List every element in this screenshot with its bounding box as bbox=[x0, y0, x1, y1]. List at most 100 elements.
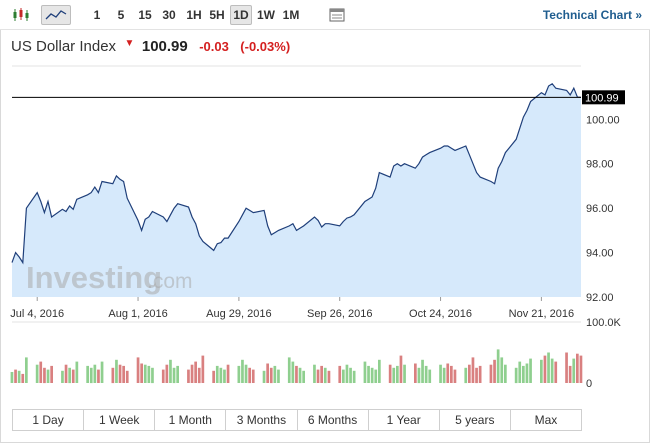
volume-bar bbox=[201, 355, 205, 383]
volume-bar bbox=[403, 364, 406, 383]
range-5-years[interactable]: 5 years bbox=[440, 410, 511, 430]
volume-bar bbox=[122, 365, 125, 383]
volume-bar bbox=[500, 357, 504, 383]
range-1-week[interactable]: 1 Week bbox=[84, 410, 156, 430]
x-tick-label: Aug 29, 2016 bbox=[206, 308, 271, 320]
volume-bar bbox=[140, 363, 143, 383]
volume-bar bbox=[414, 363, 417, 383]
volume-bar bbox=[323, 367, 327, 384]
volume-bar bbox=[219, 367, 223, 384]
interval-30[interactable]: 30 bbox=[162, 8, 176, 22]
volume-bar bbox=[446, 363, 450, 383]
volume-bar bbox=[421, 359, 424, 383]
volume-bar bbox=[50, 365, 53, 383]
volume-tick-label: 0 bbox=[586, 378, 592, 390]
volume-bar bbox=[313, 364, 316, 383]
interval-1d[interactable]: 1D bbox=[230, 5, 252, 25]
interval-1h[interactable]: 1H bbox=[186, 8, 202, 22]
volume-bar bbox=[417, 367, 421, 384]
range-1-day[interactable]: 1 Day bbox=[13, 410, 85, 430]
volume-bar bbox=[496, 349, 500, 383]
price-chart[interactable]: Investing .com 100.99 100.00 98.00 96.00 94… bbox=[0, 60, 650, 405]
range-1-year[interactable]: 1 Year bbox=[369, 410, 440, 430]
volume-bar bbox=[464, 367, 468, 384]
volume-bar bbox=[64, 364, 68, 383]
volume-bar bbox=[345, 364, 349, 383]
volume-bar bbox=[93, 364, 97, 383]
instrument-name: US Dollar Index bbox=[11, 38, 117, 55]
y-tick-label: 96.00 bbox=[586, 203, 614, 215]
volume-bar bbox=[518, 361, 522, 383]
volume-bar bbox=[10, 372, 14, 383]
volume-bar bbox=[287, 357, 291, 383]
volume-bar bbox=[89, 367, 93, 384]
current-price-flag bbox=[582, 90, 625, 105]
volume-bar bbox=[100, 361, 104, 383]
volume-bar bbox=[565, 352, 568, 383]
volume-bar bbox=[489, 364, 493, 383]
volume-bar bbox=[172, 367, 176, 384]
interval-5[interactable]: 5 bbox=[117, 8, 125, 22]
range-3-months[interactable]: 3 Months bbox=[226, 410, 298, 430]
table-icon[interactable] bbox=[326, 5, 348, 25]
interval-1w[interactable]: 1W bbox=[257, 8, 275, 22]
technical-chart-link[interactable]: Technical Chart » bbox=[542, 8, 642, 22]
volume-bar bbox=[86, 365, 89, 383]
area-chart-icon[interactable] bbox=[41, 5, 71, 25]
range-6-months[interactable]: 6 Months bbox=[298, 410, 369, 430]
price-area bbox=[12, 83, 581, 297]
volume-bar bbox=[568, 365, 572, 383]
x-tick-label: Oct 24, 2016 bbox=[409, 308, 472, 320]
interval-1m[interactable]: 1M bbox=[282, 8, 300, 22]
range-1-month[interactable]: 1 Month bbox=[155, 410, 227, 430]
volume-bar bbox=[471, 357, 475, 383]
interval-5h[interactable]: 5H bbox=[209, 8, 225, 22]
watermark: Investing .com bbox=[26, 260, 193, 295]
volume-bar bbox=[543, 355, 547, 383]
volume-bar bbox=[43, 367, 46, 384]
volume-bar bbox=[273, 365, 277, 383]
volume-bar bbox=[161, 369, 165, 383]
volume-bar bbox=[453, 369, 457, 383]
volume-bar bbox=[215, 365, 219, 383]
volume-bar bbox=[342, 369, 345, 383]
volume-bar bbox=[478, 365, 482, 383]
volume-bar bbox=[266, 363, 269, 383]
volume-bar bbox=[248, 367, 251, 384]
volume-bar bbox=[540, 359, 543, 383]
volume-bar bbox=[529, 358, 532, 383]
volume-bar bbox=[547, 352, 550, 383]
range-max[interactable]: Max bbox=[534, 413, 558, 427]
volume-bar bbox=[147, 365, 151, 383]
volume-bar bbox=[554, 361, 558, 383]
volume-bar bbox=[295, 365, 298, 383]
current-price-label: 100.99 bbox=[585, 92, 619, 104]
volume-tick-label: 100.0K bbox=[586, 317, 622, 329]
volume-bar bbox=[197, 367, 201, 384]
volume-bar bbox=[61, 370, 64, 383]
volume-bar bbox=[212, 370, 215, 383]
volume-bar bbox=[298, 367, 302, 384]
volume-bar bbox=[392, 367, 396, 384]
volume-bar bbox=[25, 357, 28, 383]
volume-bar bbox=[493, 359, 496, 383]
volume-bar bbox=[367, 365, 370, 383]
volume-bar bbox=[374, 369, 378, 383]
volume-bar bbox=[241, 359, 244, 383]
y-tick-label: 94.00 bbox=[586, 248, 614, 260]
volume-bar bbox=[550, 358, 554, 383]
volume-bar bbox=[244, 364, 248, 383]
interval-1[interactable]: 1 bbox=[93, 8, 101, 22]
volume-bar bbox=[176, 365, 179, 383]
volume-bar bbox=[143, 364, 147, 383]
candlestick-icon[interactable] bbox=[10, 5, 32, 25]
volume-bar bbox=[399, 355, 403, 383]
volume-bar bbox=[291, 361, 295, 383]
interval-15[interactable]: 15 bbox=[138, 8, 152, 22]
volume-bar bbox=[111, 367, 115, 384]
chart-toolbar: 1 5 15 30 1H 5H 1D 1W 1M Technical Chart… bbox=[0, 0, 650, 30]
volume-bar bbox=[35, 364, 39, 383]
volume-bar bbox=[514, 367, 518, 384]
volume-bar bbox=[75, 361, 79, 383]
volume-bar bbox=[269, 367, 273, 384]
